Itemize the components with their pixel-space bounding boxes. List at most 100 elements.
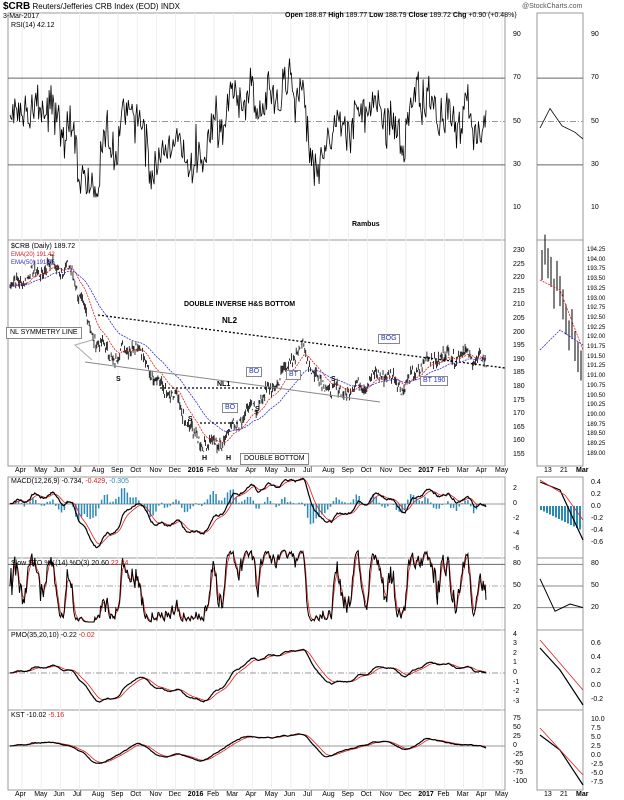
nl2-label: NL2 [222,316,238,325]
kst-line [9,733,487,765]
y-tick-label: 25 [513,733,521,740]
y-tick-label: 0 [513,669,517,676]
side-y-tick-label: 192.50 [587,314,606,321]
side-kst-signal [539,727,584,776]
x-tick-label: 2017 [418,467,434,474]
x-tick-label: Mar [456,467,469,474]
y-tick-label: 210 [513,301,525,309]
side-macd-bar [558,506,560,519]
pmo-signal-line [10,649,487,701]
y-tick-label: -25 [513,751,524,758]
side-y-tick-label: 194.00 [587,256,606,263]
side-y-tick-label: 50 [591,117,599,125]
side-macd-bar [567,506,569,524]
double-bottom-label: DOUBLE BOTTOM [240,453,309,465]
y-tick-label: 215 [513,287,525,295]
shoulder-label: S [188,416,193,423]
x-tick-label: Aug [322,467,335,474]
side-x-tick-label: 21 [560,791,568,798]
ohlc: Open 188.87 High 189.77 Low 188.79 Close… [285,12,517,19]
neckline-nl2 [97,314,506,369]
date: 3-Mar-2017 [3,13,40,20]
x-tick-label: Apr [475,791,487,798]
y-tick-label: 4 [513,630,517,638]
side-ema50 [539,329,584,351]
side-macd-bar [564,506,566,522]
ema20-legend: EMA(20) 191.42 [11,252,55,258]
x-tick-label: Mar [456,791,469,798]
side-rsi-line [539,107,584,140]
y-tick-label: 2 [513,485,517,492]
y-tick-label: 190 [513,355,525,363]
x-tick-label: 2016 [187,467,204,474]
y-tick-label: 1 [513,659,517,667]
side-macd-line [539,481,584,541]
side-y-tick-label: -0.6 [591,539,604,546]
x-tick-label: Aug [322,791,335,798]
kst-legend: KST -10.02 -5.16 [11,712,65,719]
price-legend: $CRB (Daily) 189.72 [11,243,76,250]
y-tick-label: -4 [513,530,520,537]
side-y-tick-label: 80 [591,560,599,568]
side-y-tick-label: 190.00 [587,411,606,418]
sto-legend: Slow STO %K(14) %D(3) 20.60 22.34 [11,560,129,567]
source: @StockCharts.com [522,3,583,10]
side-y-tick-label: 0.0 [591,682,601,689]
side-y-tick-label: 10 [591,204,599,212]
y-tick-label: 30 [513,160,521,168]
side-panel-frame [536,12,584,241]
x-tick-label: May [495,791,509,798]
x-tick-label: Dec [399,791,412,798]
side-y-tick-label: 0.0 [591,503,601,510]
side-ema20 [539,279,584,351]
x-tick-label: Apr [15,467,26,474]
x-tick-label: Nov [379,791,393,798]
side-sto-line [539,578,584,612]
title: $CRB Reuters/Jefferies CRB Index (EOD) I… [3,1,180,12]
y-tick-label: 80 [513,560,521,568]
x-tick-label: Sep [341,791,354,798]
symmetry-line-label: NL SYMMETRY LINE [6,327,82,339]
side-y-tick-label: 190.25 [587,402,606,409]
backtest-190-label: BT 190 [420,376,449,386]
x-tick-label: Feb [207,467,220,474]
y-tick-label: 200 [513,328,525,336]
y-tick-label: 155 [513,451,525,458]
symmetry-line [84,361,381,403]
y-tick-label: 195 [513,342,525,350]
side-y-tick-label: 0.2 [591,668,601,675]
side-y-tick-label: 70 [591,74,599,82]
rambus-label: Rambus [352,221,380,228]
sto-k-line [9,549,487,623]
x-tick-label: Sep [111,467,124,474]
side-macd-bar [543,506,545,512]
panel-frame [7,239,506,467]
side-y-tick-label: 30 [591,160,599,168]
side-signal-line [539,479,584,521]
side-y-tick-label: 191.25 [587,363,606,370]
side-y-tick-label: 0.6 [591,640,601,647]
x-tick-label: May [34,791,48,798]
x-tick-label: 2016 [187,791,204,798]
side-y-tick-label: 191.00 [587,373,606,380]
x-tick-label: Oct [130,791,142,798]
x-tick-label: Apr [245,467,257,474]
y-tick-label: -2 [513,688,520,696]
x-tick-label: Apr [245,791,257,798]
y-tick-label: 175 [513,396,525,404]
side-y-tick-label: 194.25 [587,247,606,253]
y-tick-label: 160 [513,437,525,445]
backtest-label: BT [286,370,301,380]
side-panel-frame [536,239,584,467]
x-tick-label: Mar [226,467,239,474]
x-tick-label: May [495,467,509,474]
side-y-tick-label: -0.2 [591,515,604,522]
y-tick-label: -3 [513,697,520,705]
side-panel-frame [536,557,584,631]
side-y-tick-label: 189.50 [587,431,606,438]
y-tick-label: 50 [513,724,521,731]
x-tick-label: Apr [15,791,26,798]
x-tick-label: Jul [303,467,312,474]
y-tick-label: -6 [513,545,520,552]
breakout-label: BO [246,367,263,377]
